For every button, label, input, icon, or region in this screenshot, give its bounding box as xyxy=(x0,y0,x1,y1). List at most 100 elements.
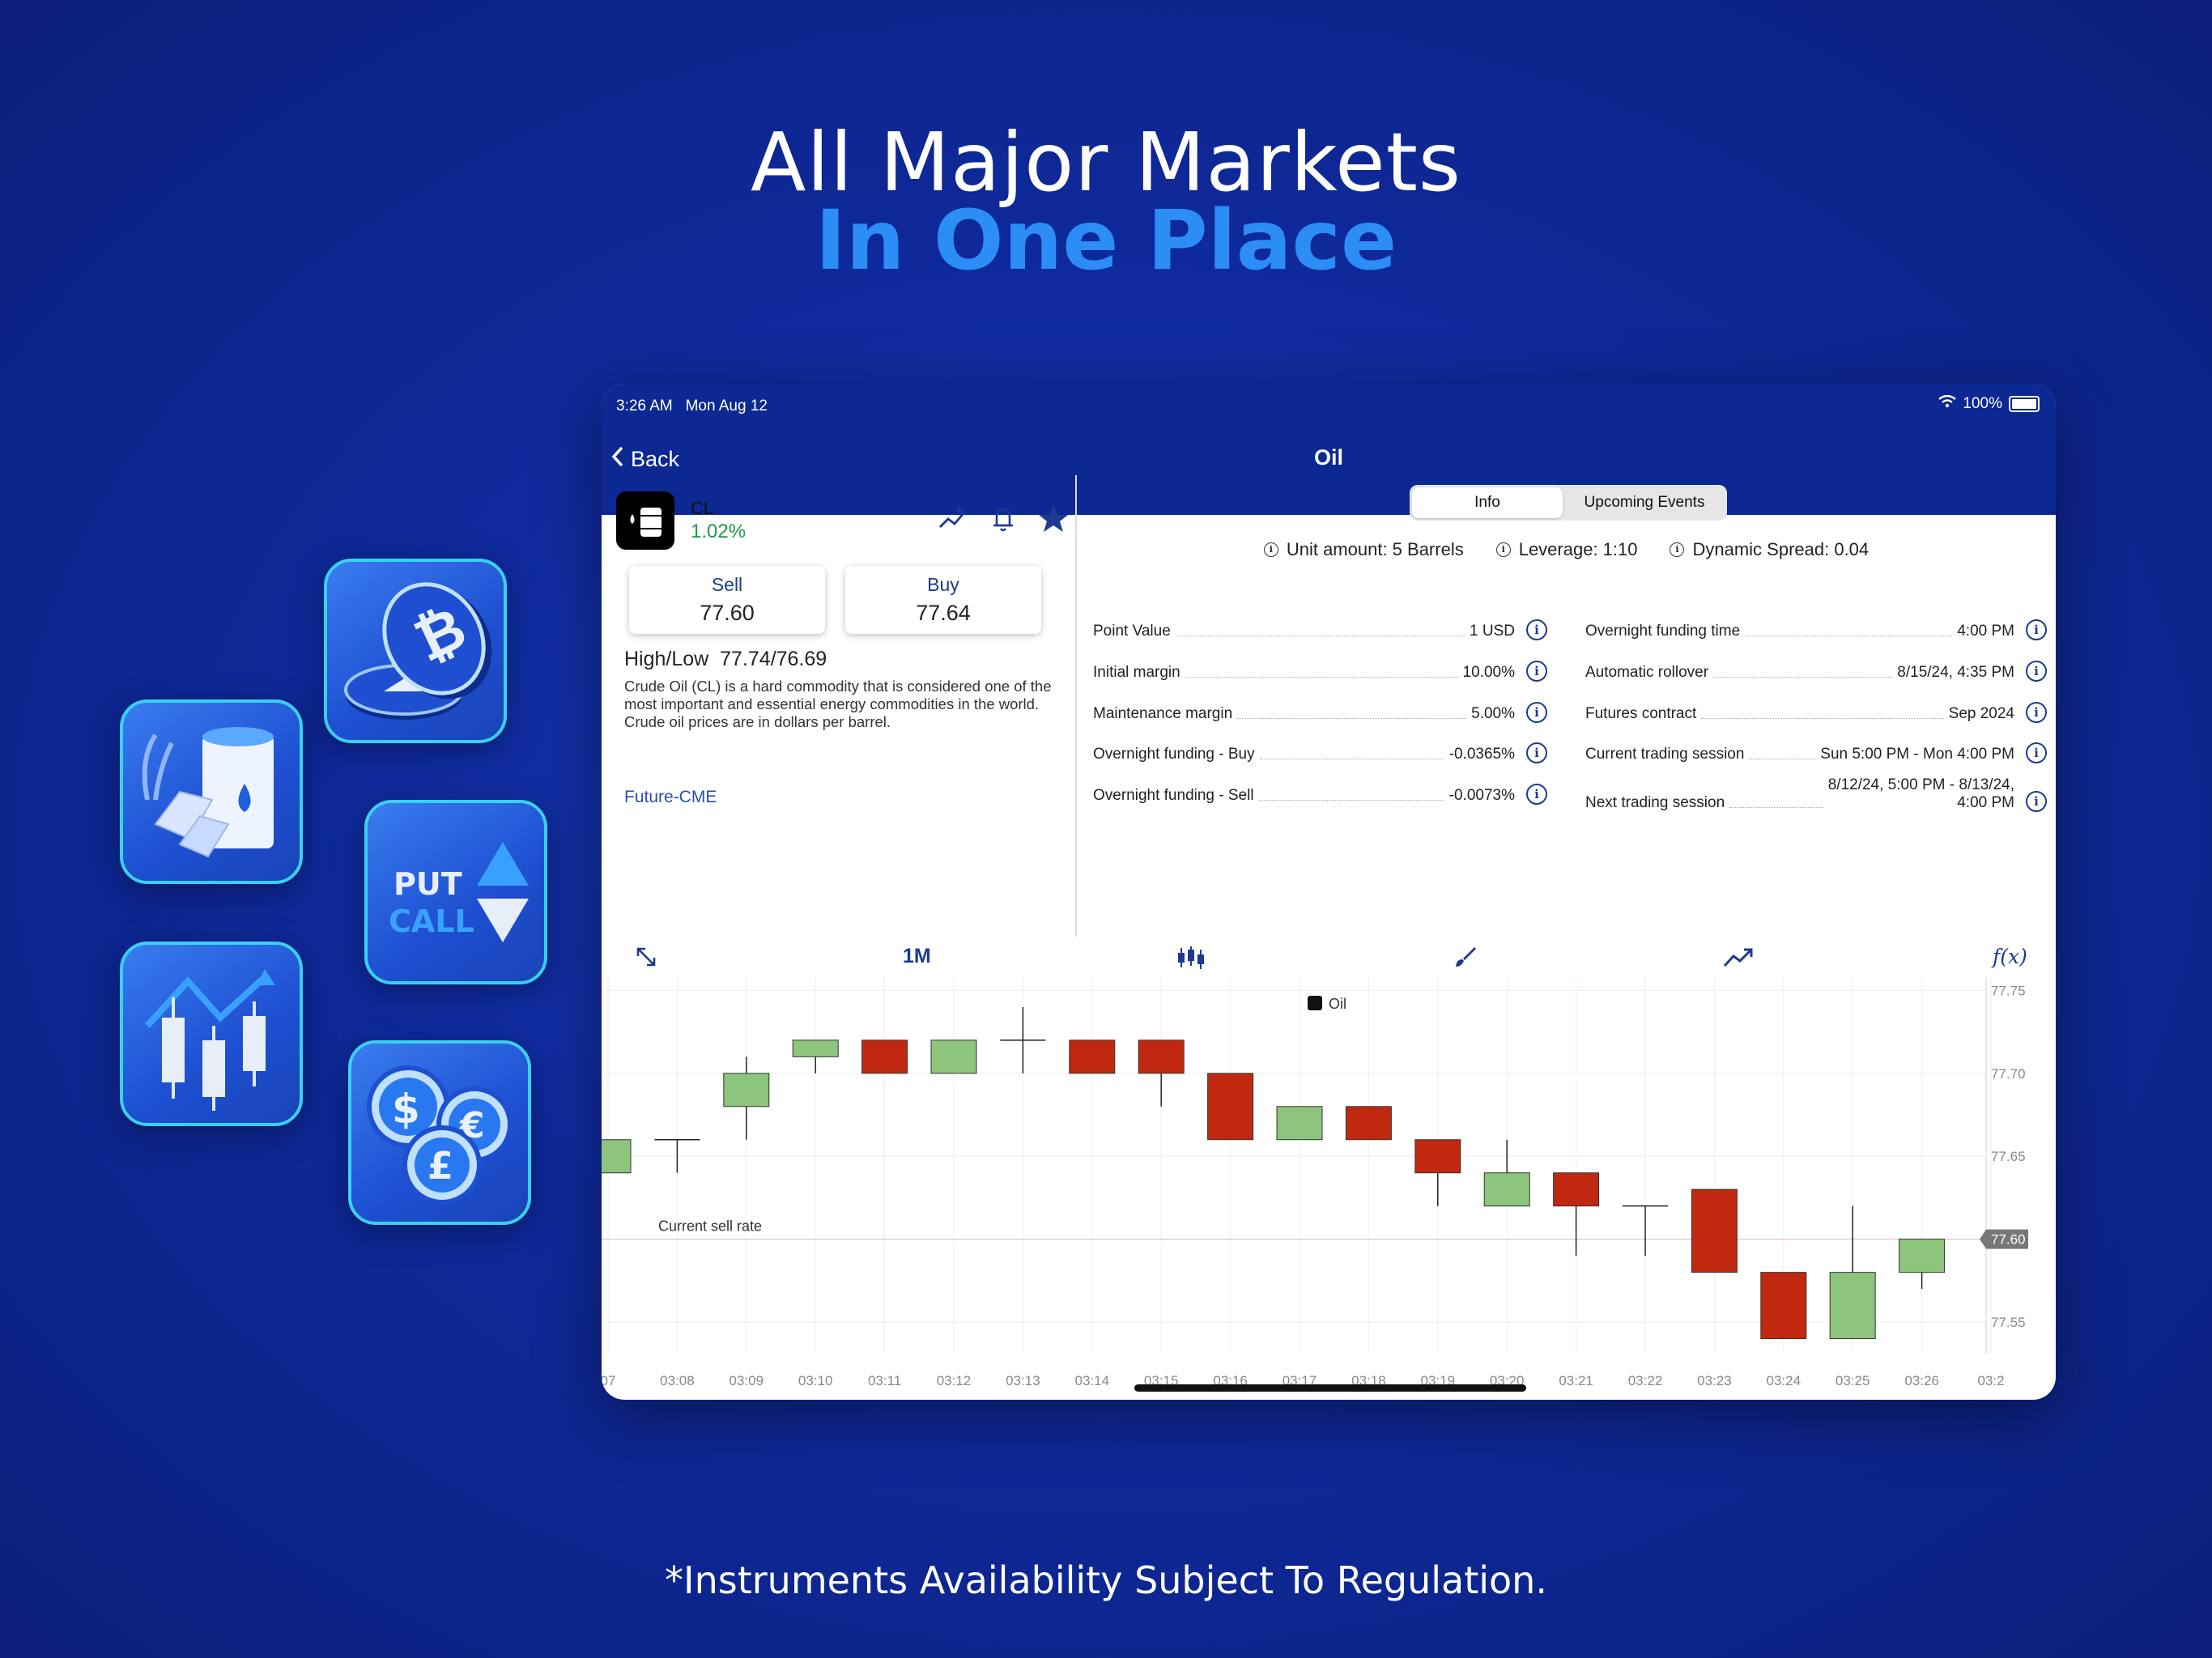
x-tick-label: 03:09 xyxy=(730,1373,764,1388)
crypto-tile: ₿ xyxy=(324,559,507,743)
info-icon[interactable]: i xyxy=(1526,661,1547,682)
page-title: Oil xyxy=(1313,445,1343,470)
exchange-link[interactable]: Future-CME xyxy=(624,788,717,806)
buy-button[interactable]: Buy 77.64 xyxy=(845,566,1041,634)
bell-icon[interactable] xyxy=(987,503,1019,535)
info-icon[interactable]: i xyxy=(2026,791,2047,812)
x-tick-label: 03:2 xyxy=(1977,1373,2004,1388)
detail-value: 1 USD xyxy=(1470,623,1515,640)
leverage: Leverage: 1:10 xyxy=(1518,539,1638,559)
chart-legend-title: Oil xyxy=(1329,996,1346,1012)
info-icon[interactable]: i xyxy=(1526,702,1547,723)
candlestick-chart-icon xyxy=(145,969,275,1111)
info-icon[interactable]: i xyxy=(2026,702,2047,723)
trend-analysis-icon[interactable] xyxy=(937,503,969,535)
dynamic-spread: Dynamic Spread: 0.04 xyxy=(1692,539,1870,559)
candle-body xyxy=(1483,1172,1530,1207)
detail-label: Overnight funding - Buy xyxy=(1093,746,1255,763)
detail-value: 10.00% xyxy=(1462,664,1515,681)
detail-value: Sun 5:00 PM - Mon 4:00 PM xyxy=(1820,746,2014,763)
detail-value: 4:00 PM xyxy=(1957,623,2014,640)
detail-row: Overnight funding time 4:00 PM i xyxy=(1585,619,2047,640)
functions-button[interactable]: f(x) xyxy=(1993,945,2027,968)
candle-body xyxy=(792,1039,839,1057)
oil-barrel-gold-wheat-icon xyxy=(142,727,274,858)
chevron-left-icon xyxy=(611,445,624,474)
candle-body xyxy=(1069,1039,1116,1074)
instrument-description: Crude Oil (CL) is a hard commodity that … xyxy=(624,678,1052,730)
commodities-tile xyxy=(120,699,303,884)
high-low-label: High/Low xyxy=(624,648,709,670)
currency-coins-icon xyxy=(367,1065,513,1205)
x-tick-label: 07 xyxy=(602,1373,615,1388)
high-low-value: 77.74/76.69 xyxy=(720,648,827,670)
back-button[interactable]: Back xyxy=(611,445,679,474)
tab-info[interactable]: Info xyxy=(1412,487,1563,518)
candle-body xyxy=(1138,1039,1185,1074)
info-icon: i xyxy=(1670,542,1685,557)
star-icon[interactable] xyxy=(1037,503,1070,535)
euro-symbol: € xyxy=(460,1105,485,1146)
detail-label: Initial margin xyxy=(1093,664,1180,681)
instrument-symbol: CL xyxy=(691,498,714,518)
wifi-icon xyxy=(1938,394,1957,413)
price-chart[interactable]: 07 03:08 03:09 03:10 03:11 03:12 03:13 03:14 03:… xyxy=(602,977,2056,1400)
info-panel: Info Upcoming Events i Unit amount: 5 Bar… xyxy=(1077,475,2056,937)
detail-row: Next trading session 8/12/24, 5:00 PM - … xyxy=(1585,776,2047,812)
y-tick-label: 77.65 xyxy=(1991,1149,2026,1164)
sell-button[interactable]: Sell 77.60 xyxy=(629,566,825,634)
interval-selector[interactable]: 1M xyxy=(903,945,931,967)
forex-tile: $ € £ xyxy=(348,1040,531,1225)
expand-icon[interactable] xyxy=(634,945,658,971)
app-screen: 3:26 AM Mon Aug 12 100% Back Oil CL 1.02… xyxy=(602,384,2056,1400)
info-icon[interactable]: i xyxy=(2026,619,2047,640)
detail-row: Overnight funding - Sell -0.0073% i xyxy=(1093,784,1547,805)
x-tick-label: 03:14 xyxy=(1075,1373,1110,1388)
x-tick-label: 03:13 xyxy=(1006,1373,1040,1388)
y-tick-label: 77.55 xyxy=(1991,1315,2026,1330)
sell-price: 77.60 xyxy=(700,601,755,625)
candle-body xyxy=(1553,1172,1600,1207)
indicators-trend-icon[interactable] xyxy=(1722,945,1755,971)
brush-drawing-icon[interactable] xyxy=(1452,945,1478,971)
chart-toolbar: 1M f(x) xyxy=(602,937,2056,977)
back-label: Back xyxy=(631,447,680,471)
dollar-symbol: $ xyxy=(392,1086,420,1133)
candle-body xyxy=(861,1039,908,1074)
x-tick-label: 03:12 xyxy=(937,1373,972,1388)
home-indicator xyxy=(1134,1384,1526,1392)
info-icon[interactable]: i xyxy=(1526,784,1547,805)
detail-value: -0.0073% xyxy=(1448,787,1515,804)
stocks-tile xyxy=(120,942,303,1126)
candle-body xyxy=(1207,1073,1254,1141)
detail-value: 5.00% xyxy=(1471,705,1515,722)
x-tick-label: 03:11 xyxy=(868,1373,901,1388)
candle-body xyxy=(1691,1188,1738,1273)
headline-line-1: All Major Markets xyxy=(750,115,1462,210)
info-icon[interactable]: i xyxy=(2026,661,2047,682)
detail-label: Overnight funding - Sell xyxy=(1093,787,1254,804)
info-icon[interactable]: i xyxy=(1526,619,1547,640)
info-icon[interactable]: i xyxy=(1526,742,1547,763)
detail-value: -0.0365% xyxy=(1448,746,1515,763)
detail-row: Initial margin 10.00% i xyxy=(1093,661,1547,682)
x-tick-label: 03:24 xyxy=(1767,1373,1802,1388)
info-icon[interactable]: i xyxy=(2026,742,2047,763)
info-icon: i xyxy=(1495,542,1511,557)
detail-value: Sep 2024 xyxy=(1948,705,2014,722)
candlestick-type-icon[interactable] xyxy=(1176,945,1206,971)
oil-barrel-logo-icon xyxy=(616,491,674,550)
detail-label: Point Value xyxy=(1093,623,1171,640)
headline-line-2: In One Place xyxy=(815,193,1397,289)
detail-row: Futures contract Sep 2024 i xyxy=(1585,702,2047,723)
candle-body xyxy=(1276,1106,1323,1141)
status-date: Mon Aug 12 xyxy=(685,397,768,414)
pound-symbol: £ xyxy=(428,1144,454,1188)
candle-body xyxy=(602,1139,632,1174)
x-tick-label: 03:26 xyxy=(1904,1373,1939,1388)
tab-upcoming-events[interactable]: Upcoming Events xyxy=(1584,494,1705,511)
call-label: CALL xyxy=(389,903,474,939)
info-segmented-control: Info Upcoming Events xyxy=(1410,485,1727,521)
sell-label: Sell xyxy=(711,574,743,595)
candle-body xyxy=(1829,1272,1876,1340)
